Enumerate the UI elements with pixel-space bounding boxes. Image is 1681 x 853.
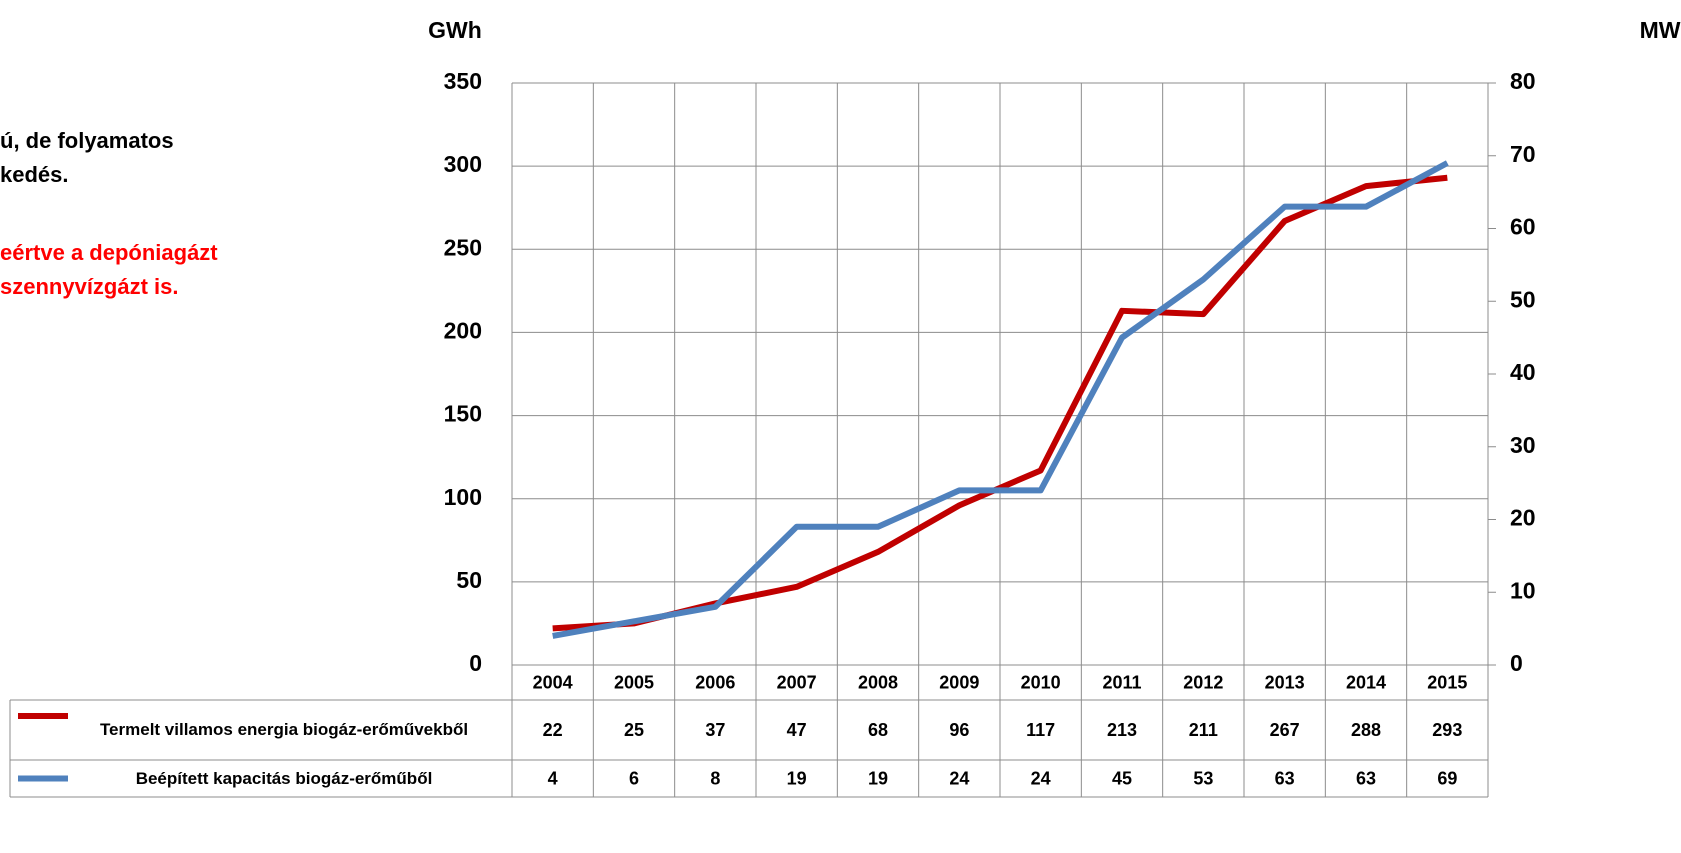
y2-tick-label: 30 — [1510, 432, 1536, 458]
x-tick-label: 2012 — [1183, 672, 1223, 692]
legend-label: Termelt villamos energia biogáz-erőművek… — [99, 720, 469, 739]
table-value: 24 — [1031, 768, 1051, 788]
table-value: 45 — [1112, 768, 1132, 788]
legend-label: Beépített kapacitás biogáz-erőműből — [135, 768, 433, 788]
table-value: 68 — [868, 720, 888, 740]
table-value: 213 — [1107, 720, 1137, 740]
y-tick-label: 350 — [444, 68, 482, 94]
table-value: 293 — [1432, 720, 1462, 740]
table-value: 4 — [548, 768, 558, 788]
y-tick-label: 50 — [456, 567, 482, 593]
table-value: 22 — [543, 720, 563, 740]
annotation: eértve a depóniagázt — [0, 240, 218, 265]
y2-axis-title: MW — [1640, 17, 1681, 43]
y-tick-label: 150 — [444, 401, 482, 427]
table-value: 69 — [1437, 768, 1457, 788]
table-value: 25 — [624, 720, 644, 740]
x-tick-label: 2013 — [1265, 672, 1305, 692]
annotation: szennyvízgázt is. — [0, 274, 179, 299]
y-axis-title: GWh — [428, 17, 482, 43]
table-value: 24 — [949, 768, 969, 788]
table-value: 96 — [949, 720, 969, 740]
annotation: kedés. — [0, 162, 69, 187]
table-value: 63 — [1356, 768, 1376, 788]
x-tick-label: 2011 — [1102, 672, 1141, 692]
y2-tick-label: 80 — [1510, 68, 1536, 94]
y2-tick-label: 50 — [1510, 286, 1536, 312]
legend-box: Beépített kapacitás biogáz-erőműből — [135, 768, 433, 788]
y2-tick-label: 20 — [1510, 505, 1536, 531]
y-tick-label: 300 — [444, 151, 482, 177]
y2-tick-label: 40 — [1510, 359, 1536, 385]
table-value: 53 — [1193, 768, 1213, 788]
y2-tick-label: 10 — [1510, 577, 1536, 603]
annotation: ú, de folyamatos — [0, 128, 174, 153]
x-tick-label: 2006 — [695, 672, 735, 692]
table-value: 267 — [1270, 720, 1300, 740]
x-tick-label: 2014 — [1346, 672, 1386, 692]
table-value: 37 — [705, 720, 725, 740]
y2-tick-label: 70 — [1510, 141, 1536, 167]
table-value: 211 — [1189, 720, 1218, 740]
table-value: 19 — [787, 768, 807, 788]
x-tick-label: 2005 — [614, 672, 654, 692]
y-tick-label: 0 — [469, 650, 482, 676]
x-tick-label: 2010 — [1021, 672, 1061, 692]
table-value: 117 — [1026, 720, 1055, 740]
table-value: 8 — [710, 768, 720, 788]
legend-box: Termelt villamos energia biogáz-erőművek… — [99, 720, 469, 739]
table-value: 6 — [629, 768, 639, 788]
x-tick-label: 2015 — [1427, 672, 1467, 692]
table-value: 63 — [1275, 768, 1295, 788]
y-tick-label: 250 — [444, 234, 482, 260]
x-tick-label: 2009 — [939, 672, 979, 692]
table-value: 19 — [868, 768, 888, 788]
x-tick-label: 2007 — [777, 672, 817, 692]
y2-tick-label: 60 — [1510, 214, 1536, 240]
x-tick-label: 2004 — [533, 672, 573, 692]
table-value: 288 — [1351, 720, 1381, 740]
table-value: 47 — [787, 720, 807, 740]
y-tick-label: 200 — [444, 318, 482, 344]
y2-tick-label: 0 — [1510, 650, 1523, 676]
y-tick-label: 100 — [444, 484, 482, 510]
series-line — [552, 160, 1449, 639]
x-tick-label: 2008 — [858, 672, 898, 692]
